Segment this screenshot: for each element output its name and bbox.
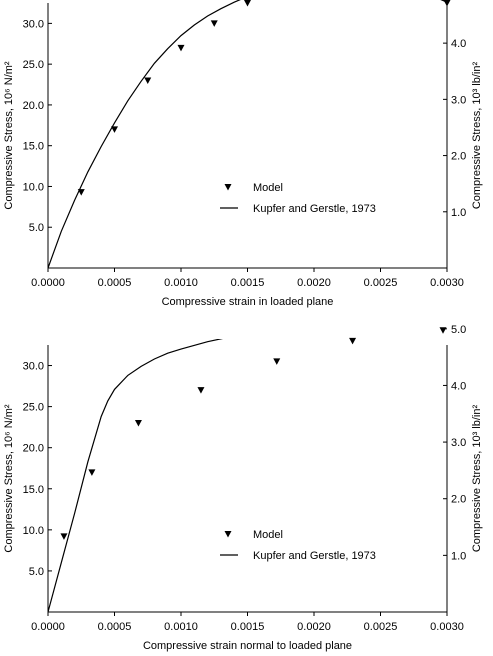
y-left-tick-label: 30.0 [23, 18, 44, 30]
legend-label-kupfer: Kupfer and Gerstle, 1973 [253, 203, 376, 215]
y-left-tick-label: 5.0 [29, 222, 44, 234]
y-axis-label-right: Compressive Stress, 10³ lb/in² [471, 62, 483, 210]
y-left-tick-label: 20.0 [23, 100, 44, 112]
y-right-tick-label: 4.0 [451, 38, 466, 50]
series-line-kupfer [48, 0, 448, 269]
x-tick-label: 0.0000 [31, 621, 65, 633]
model-point [273, 358, 281, 365]
model-point [177, 44, 185, 52]
model-point [349, 337, 357, 345]
x-tick-label: 0.0020 [297, 621, 331, 633]
y-left-tick-label: 15.0 [23, 141, 44, 153]
model-point [210, 20, 218, 27]
y-right-tick-label: 5.0 [451, 324, 466, 336]
x-tick-label: 0.0025 [364, 621, 398, 633]
y-axis-label-left: Compressive Stress, 10⁶ N/m² [3, 61, 15, 210]
y-right-tick-label: 3.0 [451, 437, 466, 449]
legend-marker-model [224, 184, 232, 191]
y-left-tick-label: 20.0 [23, 443, 44, 455]
x-axis-label: Compressive strain normal to loaded plan… [143, 640, 352, 652]
legend-marker-model [224, 531, 232, 538]
x-tick-label: 0.0025 [364, 277, 398, 289]
model-point [111, 126, 118, 133]
y-axis-label-right: Compressive Stress, 10³ lb/in² [471, 405, 483, 553]
chart-1: 0.0000 0.0005 0.0010 0.0015 0.0020 0.0025 0.00… [3, 0, 483, 308]
x-tick-label: 0.0030 [430, 621, 464, 633]
y-right-tick-label: 3.0 [451, 94, 466, 106]
y-axis-label-left: Compressive Stress, 10⁶ N/m² [3, 404, 15, 553]
legend: Model Kupfer and Gerstle, 1973 [220, 182, 376, 215]
model-point [60, 533, 68, 540]
y-right-tick-label: 2.0 [451, 494, 466, 506]
x-tick-label: 0.0000 [31, 277, 65, 289]
x-axis-label: Compressive strain in loaded plane [162, 296, 334, 308]
model-point [134, 420, 142, 427]
x-tick-label: 0.0020 [297, 277, 331, 289]
x-tick-label: 0.0010 [164, 621, 198, 633]
x-tick-label: 0.0005 [98, 277, 132, 289]
x-tick-label: 0.0005 [98, 621, 132, 633]
legend-label-model: Model [253, 529, 283, 541]
x-tick-label: 0.0010 [164, 277, 198, 289]
y-left-tick-label: 25.0 [23, 59, 44, 71]
chart-2: 0.0000 0.0005 0.0010 0.0015 0.0020 0.0025 0.00… [3, 324, 483, 652]
model-point [197, 387, 205, 394]
model-point [244, 0, 251, 7]
model-point [439, 327, 447, 334]
y-left-tick-label: 30.0 [23, 361, 44, 373]
y-right-tick-label: 1.0 [451, 207, 466, 219]
y-left-tick-label: 10.0 [23, 181, 44, 193]
model-point [88, 469, 96, 476]
y-left-tick-label: 15.0 [23, 484, 44, 496]
y-right-tick-label: 1.0 [451, 550, 466, 562]
legend-label-kupfer: Kupfer and Gerstle, 1973 [253, 550, 376, 562]
y-left-tick-label: 5.0 [29, 566, 44, 578]
legend-label-model: Model [253, 182, 283, 194]
legend: Model Kupfer and Gerstle, 1973 [220, 529, 376, 562]
x-tick-label: 0.0015 [231, 621, 265, 633]
x-tick-label: 0.0030 [430, 277, 464, 289]
model-point [144, 77, 152, 84]
series-line-kupfer [48, 339, 224, 613]
y-right-tick-label: 2.0 [451, 151, 466, 163]
y-left-tick-label: 10.0 [23, 525, 44, 537]
x-tick-label: 0.0015 [231, 277, 265, 289]
y-right-tick-label: 4.0 [451, 380, 466, 392]
y-left-tick-label: 25.0 [23, 402, 44, 414]
